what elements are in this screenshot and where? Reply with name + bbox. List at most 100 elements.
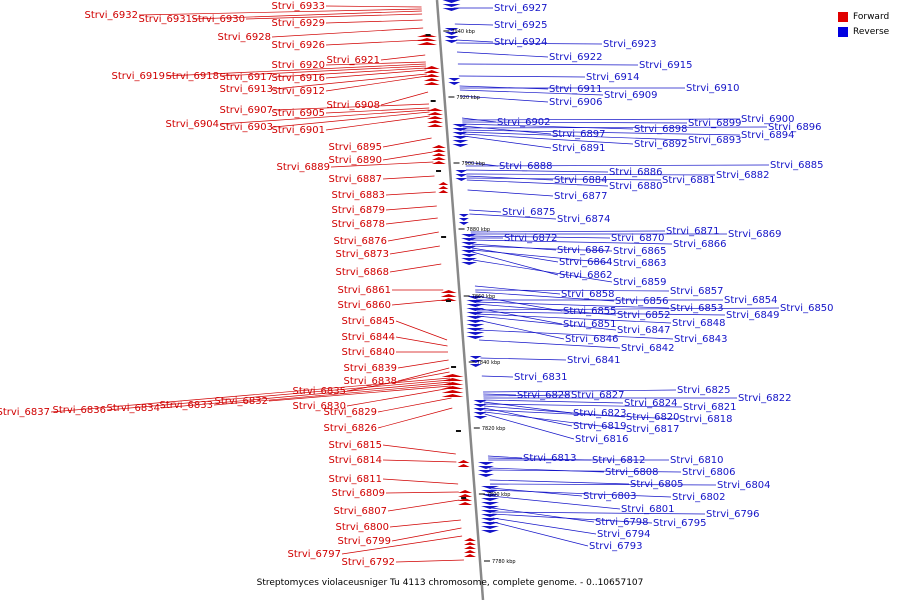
leader-line <box>389 245 440 255</box>
gene-label-strvi_6817: Strvi_6817 <box>626 424 680 435</box>
gene-label-strvi_6927: Strvi_6927 <box>494 3 548 14</box>
forward-gene-mark <box>427 124 444 127</box>
gene-label-strvi_6915: Strvi_6915 <box>639 60 693 71</box>
gene-label-strvi_6852: Strvi_6852 <box>617 310 671 321</box>
forward-gene-mark <box>431 161 446 164</box>
gene-label-strvi_6815: Strvi_6815 <box>328 440 382 451</box>
leader-line <box>462 126 768 129</box>
leader-line <box>456 39 494 43</box>
gene-label-strvi_6926: Strvi_6926 <box>271 40 325 51</box>
gene-label-strvi_6811: Strvi_6811 <box>328 474 382 485</box>
leader-line <box>346 387 451 407</box>
leader-line <box>477 319 565 340</box>
leader-line <box>160 381 451 409</box>
gene-label-strvi_6792: Strvi_6792 <box>341 557 395 568</box>
gene-label-strvi_6804: Strvi_6804 <box>717 480 771 491</box>
leader-line <box>460 95 549 103</box>
gene-label-strvi_6899: Strvi_6899 <box>688 118 742 129</box>
gene-boundary-mark <box>425 34 431 36</box>
gene-label-strvi_6932: Strvi_6932 <box>84 10 138 21</box>
leader-line <box>380 54 426 61</box>
reverse-gene-mark <box>473 400 488 403</box>
gene-label-strvi_6881: Strvi_6881 <box>662 175 716 186</box>
gene-label-strvi_6892: Strvi_6892 <box>634 139 688 150</box>
gene-label-strvi_6931: Strvi_6931 <box>138 14 192 25</box>
gene-label-strvi_6900: Strvi_6900 <box>741 114 795 125</box>
gene-label-strvi_6898: Strvi_6898 <box>634 124 688 135</box>
gene-label-strvi_6893: Strvi_6893 <box>688 135 742 146</box>
gene-label-strvi_6913: Strvi_6913 <box>219 84 273 95</box>
gene-label-strvi_6855: Strvi_6855 <box>563 306 617 317</box>
reverse-gene-mark <box>469 356 482 359</box>
reverse-gene-mark <box>481 498 500 501</box>
gene-label-strvi_6797: Strvi_6797 <box>287 549 341 560</box>
scale-tick-label: 7840 kbp <box>477 360 501 366</box>
reverse-gene-mark <box>466 336 485 339</box>
gene-label-strvi_6843: Strvi_6843 <box>674 334 728 345</box>
reverse-gene-mark <box>461 262 478 265</box>
leader-line <box>465 161 499 167</box>
legend-forward: Forward <box>838 9 889 24</box>
reverse-gene-mark <box>466 324 485 327</box>
forward-gene-mark <box>464 542 477 545</box>
leader-line <box>385 191 436 196</box>
leader-line <box>459 89 604 96</box>
leader-line <box>273 67 427 78</box>
leader-line <box>273 111 430 128</box>
reverse-gene-mark <box>473 412 488 415</box>
leader-line <box>465 164 770 167</box>
gene-label-strvi_6876: Strvi_6876 <box>333 236 387 247</box>
leader-line <box>471 247 559 263</box>
gene-label-strvi_6907: Strvi_6907 <box>219 105 273 116</box>
leader-line <box>271 27 424 38</box>
gene-label-strvi_6794: Strvi_6794 <box>597 529 651 540</box>
leader-line <box>484 413 575 440</box>
reverse-gene-mark <box>477 474 494 477</box>
leader-line <box>397 367 450 382</box>
reverse-gene-mark <box>477 470 494 473</box>
gene-label-strvi_6872: Strvi_6872 <box>504 233 558 244</box>
leader-line <box>325 61 426 66</box>
reverse-gene-mark <box>466 316 485 319</box>
leader-line <box>382 444 456 455</box>
scale-tick-label: 7800 kbp <box>487 492 511 498</box>
leader-line <box>330 161 434 168</box>
leader-line <box>471 235 611 239</box>
scale-tick-label: 7820 kbp <box>482 426 506 432</box>
forward-gene-mark <box>457 464 470 467</box>
leader-line <box>492 511 706 515</box>
reverse-gene-mark <box>455 174 468 177</box>
gene-label-strvi_6863: Strvi_6863 <box>613 258 667 269</box>
gene-label-strvi_6825: Strvi_6825 <box>677 385 731 396</box>
gene-label-strvi_6849: Strvi_6849 <box>726 310 780 321</box>
leader-line <box>463 133 634 145</box>
forward-gene-mark <box>423 82 440 85</box>
forward-gene-mark <box>431 157 446 160</box>
leader-line <box>273 73 427 90</box>
gene-label-strvi_6856: Strvi_6856 <box>615 296 669 307</box>
gene-label-strvi_6910: Strvi_6910 <box>686 83 740 94</box>
leader-line <box>454 23 494 26</box>
leader-line <box>476 307 780 311</box>
gene-label-strvi_6901: Strvi_6901 <box>271 125 325 136</box>
leader-line <box>382 175 435 180</box>
gene-label-strvi_6851: Strvi_6851 <box>563 319 617 330</box>
gene-label-strvi_6918: Strvi_6918 <box>165 71 219 82</box>
leader-line <box>459 85 549 90</box>
gene-boundary-mark <box>430 100 436 102</box>
leader-line <box>492 521 589 547</box>
gene-label-strvi_6912: Strvi_6912 <box>271 86 325 97</box>
reverse-gene-mark <box>481 490 500 493</box>
gene-label-strvi_6827: Strvi_6827 <box>571 390 625 401</box>
leader-line <box>325 75 427 92</box>
leader-line <box>466 179 609 187</box>
leader-line <box>469 209 502 213</box>
reverse-gene-mark <box>461 250 478 253</box>
gene-label-strvi_6798: Strvi_6798 <box>595 517 649 528</box>
forward-gene-mark <box>441 386 464 389</box>
leader-line <box>397 359 449 369</box>
gene-boundary-mark <box>441 236 447 238</box>
leader-line <box>391 527 462 542</box>
gene-label-strvi_6868: Strvi_6868 <box>335 267 389 278</box>
gene-label-strvi_6861: Strvi_6861 <box>337 285 391 296</box>
